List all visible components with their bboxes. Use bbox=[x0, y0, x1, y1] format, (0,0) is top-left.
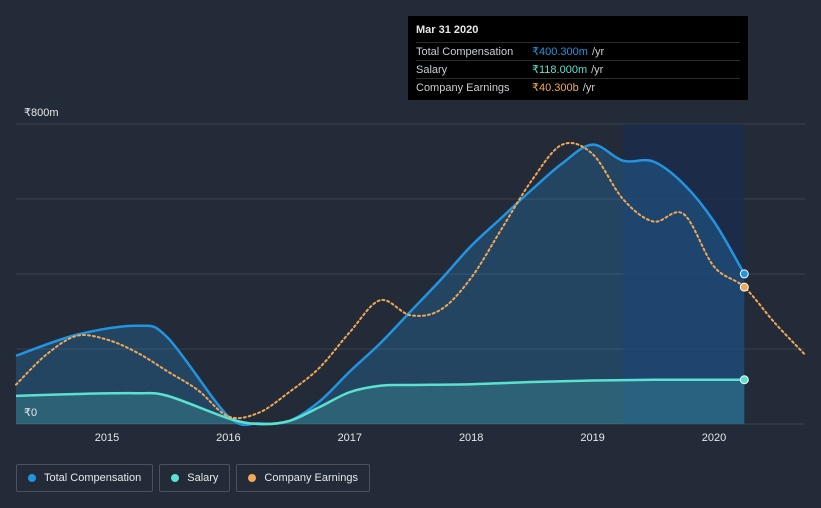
tooltip-label: Total Compensation bbox=[416, 45, 514, 58]
legend-dot-icon bbox=[28, 474, 36, 482]
tooltip-unit: /yr bbox=[591, 45, 605, 58]
legend: Total Compensation Salary Company Earnin… bbox=[16, 464, 370, 492]
x-tick-label: 2020 bbox=[702, 432, 726, 444]
end-marker bbox=[739, 282, 749, 292]
x-tick-label: 2018 bbox=[459, 432, 483, 444]
legend-item-salary[interactable]: Salary bbox=[159, 464, 231, 492]
y-tick-label: ₹800m bbox=[24, 107, 59, 119]
legend-label: Salary bbox=[187, 472, 219, 484]
tooltip-label: Company Earnings bbox=[416, 81, 510, 94]
area-salary bbox=[16, 379, 745, 425]
legend-dot-icon bbox=[248, 474, 257, 482]
legend-item-company-earnings[interactable]: Company Earnings bbox=[236, 464, 370, 492]
tooltip-date: Mar 31 2020 bbox=[416, 24, 740, 43]
end-marker bbox=[739, 269, 749, 279]
legend-dot-icon bbox=[171, 474, 180, 482]
y-tick-label: ₹0 bbox=[24, 407, 37, 419]
legend-item-total-compensation[interactable]: Total Compensation bbox=[16, 464, 154, 492]
x-tick-label: 2016 bbox=[216, 432, 240, 444]
series-lines bbox=[15, 141, 806, 427]
tooltip-label: Salary bbox=[416, 63, 448, 76]
series-line-company-earnings bbox=[15, 141, 806, 420]
end-marker bbox=[739, 375, 749, 385]
tooltip-unit: /yr bbox=[591, 63, 604, 76]
x-tick-label: 2019 bbox=[580, 432, 604, 444]
tooltip-value: ₹118.000m bbox=[532, 64, 588, 76]
x-tick-label: 2015 bbox=[95, 432, 119, 444]
highlight-region bbox=[622, 124, 745, 424]
x-axis: 2015 2016 2017 2018 2019 2020 bbox=[95, 432, 726, 444]
area-total-compensation bbox=[16, 144, 745, 425]
legend-label: Company Earnings bbox=[264, 472, 358, 484]
x-tick-label: 2017 bbox=[338, 432, 362, 444]
series-line-salary bbox=[15, 378, 745, 426]
legend-label: Total Compensation bbox=[44, 472, 142, 484]
areas bbox=[16, 144, 745, 425]
tooltip-value: ₹400.300m bbox=[532, 46, 588, 58]
end-markers bbox=[739, 269, 749, 385]
series-line-total-compensation bbox=[15, 143, 746, 427]
tooltip-row-company-earnings: Company Earnings ₹40.300b /yr bbox=[416, 79, 740, 96]
tooltip: Mar 31 2020 Total Compensation ₹400.300m… bbox=[408, 16, 748, 100]
tooltip-row-total-compensation: Total Compensation ₹400.300m /yr bbox=[416, 43, 740, 61]
tooltip-value: ₹40.300b bbox=[532, 82, 579, 94]
tooltip-row-salary: Salary ₹118.000m /yr bbox=[416, 61, 740, 79]
tooltip-unit: /yr bbox=[582, 81, 595, 94]
y-axis: ₹800m ₹0 bbox=[24, 107, 59, 419]
